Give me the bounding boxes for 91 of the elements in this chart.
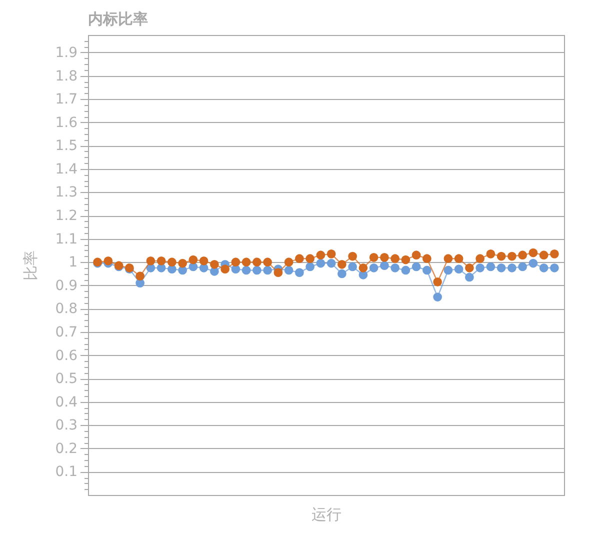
point — [358, 263, 368, 272]
point — [454, 254, 464, 264]
point — [518, 250, 527, 260]
point — [210, 260, 219, 269]
point — [528, 258, 538, 268]
y-tick-label: 0.5 — [55, 371, 78, 388]
point — [295, 268, 304, 277]
point — [284, 258, 294, 267]
point — [231, 258, 240, 267]
point — [188, 255, 198, 264]
point — [550, 263, 559, 272]
point — [306, 254, 314, 264]
point — [486, 250, 496, 258]
point — [390, 254, 400, 264]
y-tick-label: 1.6 — [55, 114, 78, 131]
point — [168, 258, 176, 267]
point — [518, 262, 527, 272]
point — [178, 258, 187, 268]
y-tick-label: 1.3 — [55, 184, 78, 201]
point — [433, 292, 442, 302]
point — [348, 262, 357, 272]
point — [316, 250, 326, 260]
point — [465, 272, 474, 282]
y-tick-label: 0.6 — [55, 348, 78, 364]
chart-title: 内标比率 — [88, 10, 148, 28]
point — [476, 254, 484, 264]
point — [390, 263, 400, 272]
y-tick-label: 1.7 — [55, 92, 78, 108]
point — [401, 266, 410, 275]
y-tick-label: 0.2 — [55, 440, 78, 457]
point — [338, 260, 346, 269]
y-tick-label: 1 — [68, 254, 78, 271]
point — [369, 263, 378, 272]
point — [486, 262, 496, 272]
point — [496, 252, 506, 261]
point — [242, 258, 251, 267]
point — [508, 263, 516, 272]
y-tick-label: 0.1 — [55, 464, 78, 480]
point — [528, 248, 538, 258]
point — [326, 258, 336, 268]
y-tick-label: 1.9 — [55, 44, 78, 61]
point — [476, 263, 484, 272]
point — [380, 253, 389, 262]
y-tick-label: 1.1 — [55, 231, 78, 248]
point — [422, 254, 432, 264]
point — [348, 252, 357, 261]
point — [401, 255, 410, 264]
point — [252, 258, 262, 267]
y-axis-title: 比率 — [22, 250, 40, 280]
x-axis-title: 运行 — [312, 506, 342, 524]
point — [136, 272, 144, 280]
point — [326, 250, 336, 258]
point — [412, 262, 421, 272]
point — [380, 261, 389, 270]
point — [274, 268, 283, 277]
point — [508, 252, 516, 261]
point — [146, 256, 156, 266]
point — [263, 258, 272, 267]
y-tick-label: 0.7 — [55, 324, 78, 340]
point — [263, 266, 272, 275]
point — [496, 263, 506, 272]
point — [550, 250, 559, 258]
y-tick-label: 0.3 — [55, 418, 78, 434]
point — [539, 250, 548, 260]
y-tick-label: 0.8 — [55, 301, 78, 318]
point — [252, 266, 262, 275]
point — [444, 266, 453, 275]
point — [412, 250, 421, 260]
y-tick-label: 0.9 — [55, 278, 78, 294]
point — [433, 277, 442, 286]
point — [284, 266, 294, 275]
y-tick-label: 1.5 — [55, 138, 78, 154]
point — [316, 258, 326, 268]
point — [242, 266, 251, 275]
point — [306, 262, 314, 272]
point — [199, 256, 208, 266]
point — [156, 256, 166, 266]
y-tick-label: 1.8 — [55, 68, 78, 84]
point — [539, 263, 548, 272]
point — [444, 254, 453, 264]
point — [465, 263, 474, 272]
point — [338, 269, 346, 278]
point — [220, 264, 230, 274]
y-tick-label: 1.4 — [55, 161, 78, 178]
y-tick-label: 1.2 — [55, 208, 78, 224]
point — [369, 253, 378, 262]
y-tick-label: 0.4 — [55, 394, 78, 410]
point — [295, 254, 304, 264]
point — [422, 266, 432, 275]
point — [104, 256, 113, 266]
point — [454, 264, 464, 274]
